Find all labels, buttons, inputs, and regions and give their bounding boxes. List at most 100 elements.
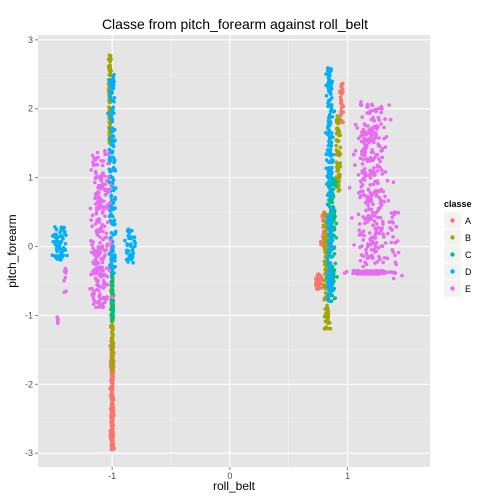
data-point-D: [328, 194, 333, 198]
data-point-E: [95, 271, 100, 276]
data-point-E: [353, 149, 358, 153]
data-point-E: [368, 231, 372, 235]
data-point-E: [381, 260, 385, 265]
data-point-E: [62, 290, 66, 295]
y-tick-label: -3: [25, 448, 33, 458]
data-point-B: [336, 177, 340, 182]
data-point-E: [93, 180, 97, 185]
y-tick-label: 3: [28, 35, 33, 45]
data-point-E: [361, 215, 366, 219]
data-point-C: [110, 317, 115, 322]
y-axis-title: pitch_forearm: [5, 214, 19, 287]
data-point-E: [380, 148, 384, 153]
data-point-E: [371, 202, 375, 206]
data-point-A: [110, 439, 114, 443]
data-point-E: [383, 117, 387, 121]
data-point-B: [109, 336, 114, 340]
data-point-D: [109, 116, 113, 120]
data-point-E: [382, 136, 387, 141]
data-point-E: [100, 304, 105, 308]
data-point-E: [88, 206, 93, 211]
data-point-C: [110, 291, 114, 296]
data-point-E: [372, 173, 377, 177]
legend-item-A: A: [443, 211, 471, 230]
data-point-D: [329, 247, 334, 252]
data-point-E: [97, 302, 102, 306]
data-point-B: [334, 118, 339, 122]
data-point-D: [55, 254, 59, 258]
data-point-A: [110, 377, 115, 382]
data-point-E: [379, 244, 384, 248]
y-tick-label: -2: [25, 379, 33, 389]
data-point-E: [109, 242, 113, 247]
data-point-E: [356, 212, 361, 217]
data-point-B: [107, 68, 112, 73]
data-point-C: [111, 284, 115, 288]
data-point-D: [110, 155, 115, 160]
data-point-D: [111, 249, 115, 254]
data-point-E: [358, 156, 363, 160]
data-point-D: [108, 169, 112, 174]
data-point-E: [94, 202, 98, 206]
data-point-D: [110, 198, 114, 202]
data-point-E: [98, 292, 102, 297]
data-point-D: [112, 100, 116, 104]
data-point-C: [334, 221, 339, 226]
data-point-E: [90, 243, 94, 247]
data-point-E: [364, 208, 368, 213]
data-point-E: [100, 163, 105, 168]
data-point-E: [374, 133, 379, 137]
data-point-E: [357, 228, 362, 232]
data-point-E: [389, 240, 394, 245]
data-point-D: [112, 96, 117, 100]
data-point-D: [110, 151, 114, 155]
data-point-E: [363, 167, 367, 171]
data-point-E: [380, 271, 384, 275]
data-point-E: [373, 179, 378, 184]
data-point-E: [393, 253, 397, 257]
data-point-E: [63, 275, 68, 280]
data-point-E: [99, 226, 104, 230]
data-point-D: [110, 126, 115, 130]
data-point-D: [324, 152, 329, 156]
data-point-D: [64, 233, 68, 238]
data-point-D: [328, 177, 332, 181]
data-point-A: [110, 426, 115, 430]
data-point-B: [338, 133, 343, 137]
data-point-E: [64, 269, 68, 273]
data-point-E: [99, 268, 104, 273]
y-tick-label: 1: [28, 173, 33, 183]
data-point-E: [365, 256, 370, 261]
data-point-D: [111, 107, 115, 111]
data-point-B: [108, 63, 112, 67]
data-point-D: [113, 232, 117, 236]
data-point-A: [318, 239, 323, 244]
data-point-E: [90, 153, 95, 158]
data-point-D: [51, 239, 55, 244]
data-point-E: [90, 224, 94, 228]
data-point-E: [387, 103, 392, 107]
data-point-B: [110, 355, 114, 360]
data-point-D: [330, 115, 335, 119]
data-point-D: [131, 260, 135, 265]
data-point-E: [361, 189, 365, 194]
data-point-E: [101, 171, 105, 175]
data-point-E: [385, 256, 390, 261]
data-point-D: [327, 122, 332, 127]
data-point-D: [329, 92, 333, 97]
data-point-E: [109, 183, 113, 187]
data-point-D: [329, 236, 334, 240]
data-point-E: [370, 103, 375, 108]
data-point-D: [109, 236, 113, 240]
data-point-E: [366, 124, 370, 128]
data-point-B: [326, 321, 330, 326]
legend-item-E: E: [443, 279, 471, 298]
data-point-E: [55, 315, 59, 319]
data-point-A: [339, 112, 343, 116]
data-point-E: [381, 219, 385, 224]
data-point-E: [104, 231, 109, 236]
data-point-D: [326, 299, 331, 303]
data-point-E: [394, 225, 399, 229]
data-point-E: [378, 165, 382, 169]
data-point-A: [340, 88, 345, 92]
